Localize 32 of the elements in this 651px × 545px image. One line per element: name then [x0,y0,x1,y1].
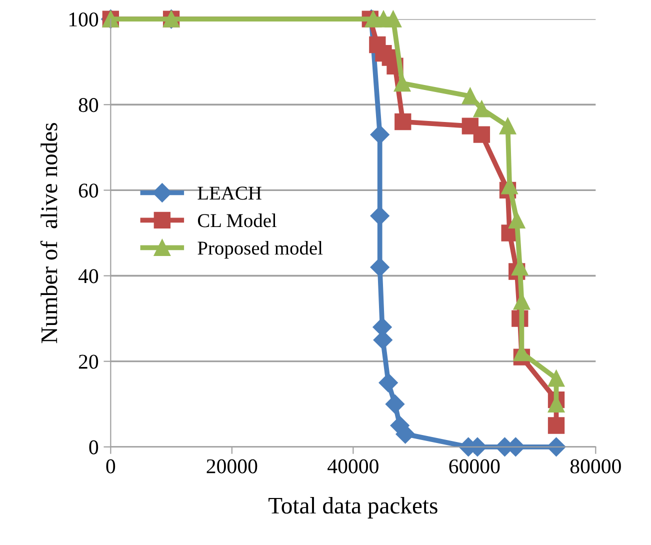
point [385,394,405,414]
x-tick-label: 0 [106,459,116,474]
y-tick-label: 100 [69,12,98,27]
point [370,206,390,226]
point [394,113,412,130]
y-axis-title: Number of alive nodes [40,123,58,344]
legend-label: LEACH [198,186,262,200]
x-tick-label: 60000 [449,459,500,474]
point [384,10,402,28]
point [473,100,490,118]
point [473,126,490,143]
point [370,258,390,277]
point [548,417,565,434]
point [499,118,516,134]
y-tick-label: 20 [78,354,98,369]
point [462,88,479,104]
y-tick-label: 40 [78,269,98,284]
y-tick-label: 60 [78,184,98,198]
point [508,212,526,228]
point [378,373,398,392]
x-axis-title: Total data packets [268,497,438,518]
x-tick-label: 80000 [570,459,621,474]
x-tick-label: 40000 [328,459,378,474]
x-tick-label: 20000 [206,459,258,474]
y-tick-label: 0 [89,440,98,454]
point [546,437,566,456]
legend-label: CL Model [198,214,277,228]
point [394,74,411,92]
point [370,125,390,144]
legend-label: Proposed model [198,241,323,259]
y-tick-label: 80 [78,98,98,112]
point [548,370,565,387]
